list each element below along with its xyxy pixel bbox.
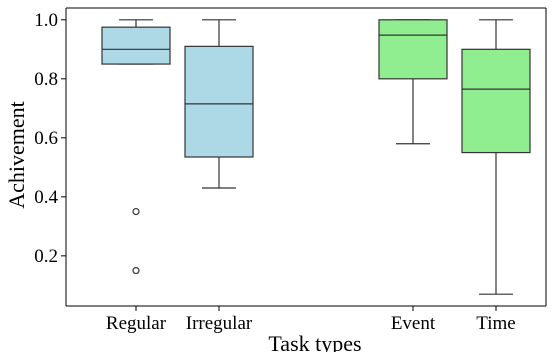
y-axis-label: Achivement bbox=[4, 101, 29, 209]
plot-area bbox=[66, 7, 547, 306]
x-axis: Regular Irregular Event Time bbox=[66, 305, 546, 334]
box-rect bbox=[101, 26, 171, 65]
y-tick-label: 0.2 bbox=[34, 246, 58, 267]
box-regular bbox=[101, 19, 171, 275]
box-event bbox=[378, 19, 448, 145]
box-irregular bbox=[184, 19, 254, 189]
y-tick-label: 0.8 bbox=[34, 69, 58, 90]
x-tick-label: Irregular bbox=[186, 313, 253, 334]
outlier-point bbox=[132, 207, 140, 216]
y-tick-label: 0.4 bbox=[34, 187, 58, 208]
x-axis-label: Task types bbox=[268, 331, 361, 352]
box-rect bbox=[184, 45, 254, 158]
box-rect bbox=[461, 48, 531, 154]
x-tick-label: Time bbox=[476, 313, 515, 334]
y-axis: 0.2 0.4 0.6 0.8 1.0 bbox=[34, 8, 67, 306]
y-tick-label: 0.6 bbox=[34, 128, 58, 149]
outlier-point bbox=[132, 266, 140, 275]
box-rect bbox=[378, 19, 448, 80]
x-tick-label: Regular bbox=[106, 313, 167, 334]
box-time bbox=[461, 19, 531, 295]
x-tick-label: Event bbox=[391, 313, 436, 334]
y-tick-label: 1.0 bbox=[34, 10, 58, 31]
